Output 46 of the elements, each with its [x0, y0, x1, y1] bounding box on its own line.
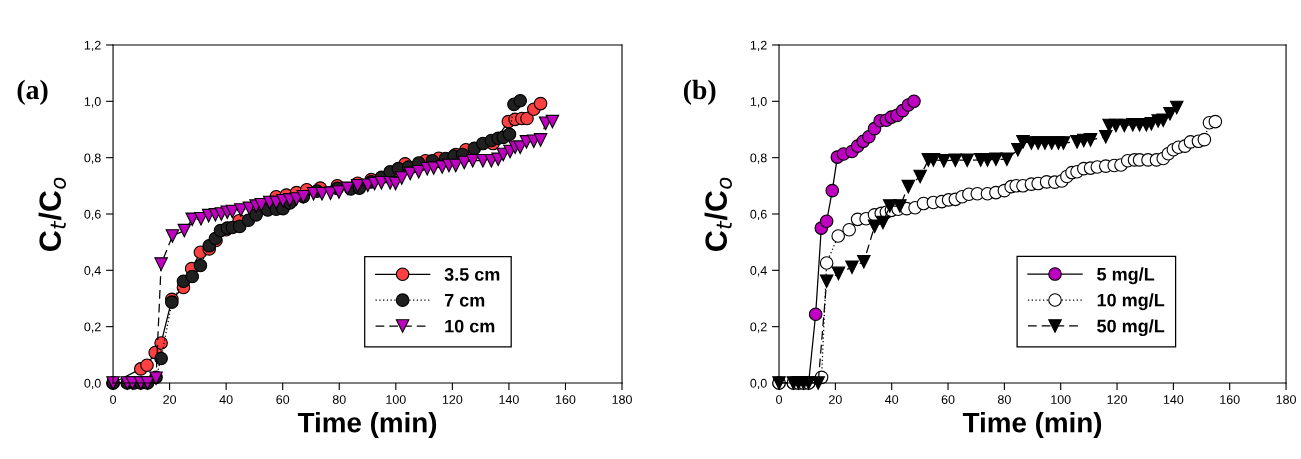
x-tick-label: 20 — [829, 395, 842, 404]
x-tick-label: 20 — [163, 395, 177, 404]
y-axis-title: C$_{t}$/C$_{o}$ — [38, 177, 67, 251]
legend-label: 10 cm — [445, 319, 495, 333]
x-tick-label: 180 — [612, 395, 632, 404]
x-tick-label: 60 — [941, 395, 955, 404]
y-tick-label: 1,2 — [84, 40, 101, 52]
x-tick-label: 100 — [386, 395, 406, 404]
x-axis-title: Time (min) — [297, 412, 437, 438]
y-tick-label: 0,6 — [84, 209, 101, 221]
legend-label: 5 mg/L — [1097, 267, 1155, 285]
x-tick-label: 60 — [276, 395, 290, 404]
x-tick-label: 100 — [1051, 395, 1071, 404]
y-tick-label: 0,2 — [84, 322, 101, 333]
x-tick-label: 80 — [332, 395, 346, 404]
x-tick-label: 0 — [110, 395, 117, 404]
y-tick-label: 1,0 — [750, 97, 767, 108]
x-tick-label: 0 — [776, 395, 783, 404]
x-tick-label: 140 — [499, 395, 519, 404]
x-tick-label: 80 — [997, 395, 1011, 404]
text: (a) — [17, 79, 48, 105]
legend-label: 10 mg/L — [1097, 293, 1165, 311]
x-tick-label: 40 — [885, 395, 899, 404]
legend-label: 7 cm — [444, 294, 485, 307]
y-tick-label: 0,8 — [750, 153, 767, 164]
y-tick-label: 0,4 — [750, 266, 767, 277]
x-tick-label: 120 — [1107, 395, 1127, 404]
legend-label: 50 mg/L — [1097, 319, 1165, 337]
y-tick-label: 0,2 — [750, 322, 767, 333]
text: (b) — [683, 79, 716, 105]
y-tick-label: 0,4 — [84, 266, 101, 277]
y-tick-label: 0,8 — [84, 153, 101, 164]
y-tick-label: 0,6 — [750, 209, 767, 221]
x-axis-title: Time (min) — [962, 412, 1102, 438]
x-tick-label: 160 — [1220, 395, 1240, 404]
y-tick-label: 1,0 — [84, 97, 101, 108]
y-tick-label: 0,0 — [750, 378, 767, 390]
x-tick-label: 40 — [219, 395, 233, 404]
legend-label: 3.5 cm — [444, 268, 500, 281]
y-tick-label: 0,0 — [84, 378, 101, 390]
x-tick-label: 160 — [555, 395, 576, 404]
x-tick-label: 140 — [1163, 395, 1184, 404]
x-tick-label: 120 — [442, 395, 463, 404]
y-tick-label: 1,2 — [750, 40, 767, 52]
y-axis-title: C$_{t}$/C$_{o}$ — [704, 177, 733, 251]
x-tick-label: 180 — [1276, 395, 1296, 404]
